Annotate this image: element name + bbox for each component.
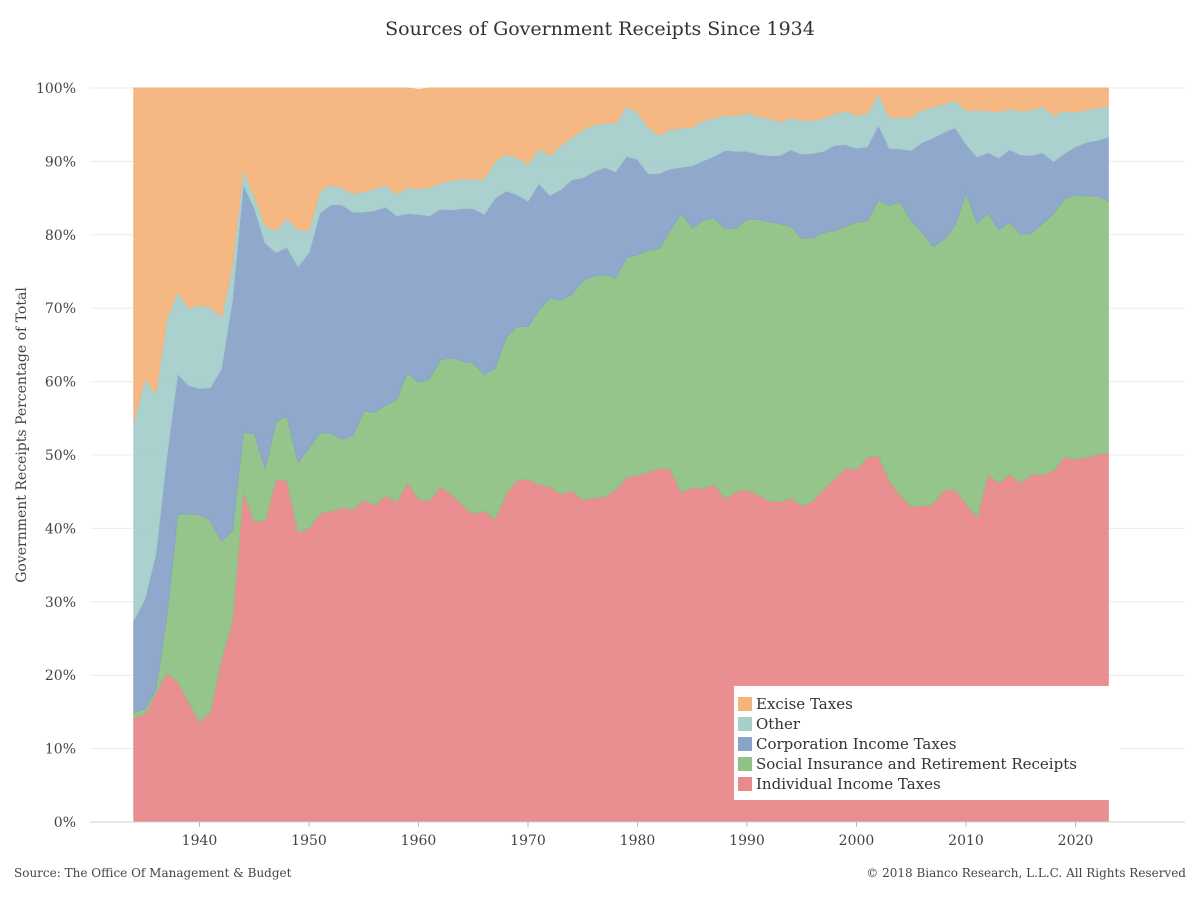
legend-box [734,686,1120,800]
legend-swatch [738,697,752,711]
legend-label: Other [756,715,801,733]
x-tick-label: 1940 [182,833,218,849]
copyright-note: © 2018 Bianco Research, L.L.C. All Right… [866,866,1186,880]
y-tick-label: 30% [45,595,76,611]
y-tick-label: 100% [36,81,76,97]
area-excise-taxes [133,87,1109,423]
y-tick-label: 60% [45,375,76,391]
y-tick-label: 50% [45,448,76,464]
legend-label: Excise Taxes [756,695,853,713]
y-axis-label: Government Receipts Percentage of Total [14,287,30,583]
x-tick-label: 1960 [401,833,437,849]
y-tick-label: 90% [45,154,76,170]
y-tick-label: 40% [45,521,76,537]
legend-swatch [738,737,752,751]
legend-label: Corporation Income Taxes [756,735,956,753]
y-tick-label: 80% [45,228,76,244]
x-tick-label: 2020 [1058,833,1094,849]
legend-swatch [738,717,752,731]
chart-title: Sources of Government Receipts Since 193… [385,18,815,40]
source-note: Source: The Office Of Management & Budge… [14,866,292,880]
x-tick-label: 1980 [620,833,656,849]
y-tick-label: 20% [45,668,76,684]
x-tick-label: 2000 [839,833,875,849]
y-tick-label: 70% [45,301,76,317]
legend: Excise Taxes Other Corporation Income Taxe… [734,686,1120,800]
y-tick-label: 0% [54,815,76,831]
legend-label: Social Insurance and Retirement Receipts [756,755,1077,773]
x-tick-label: 1990 [729,833,765,849]
y-tick-label: 10% [45,742,76,758]
x-tick-label: 2010 [948,833,984,849]
x-tick-label: 1950 [291,833,327,849]
legend-label: Individual Income Taxes [756,775,941,793]
legend-swatch [738,757,752,771]
x-tick-label: 1970 [510,833,546,849]
axes: 0% 10% 20% 30% 40% 50% 60% 70% 80% 90% 100% 1940 195… [36,81,1185,849]
legend-swatch [738,777,752,791]
